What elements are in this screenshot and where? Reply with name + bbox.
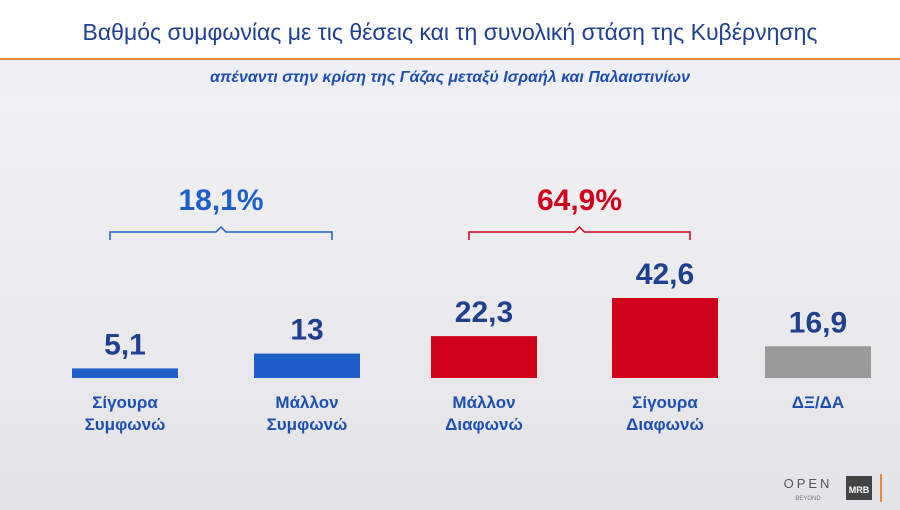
group-label: 64,9% — [537, 184, 622, 217]
bar — [254, 353, 360, 378]
bar — [765, 346, 871, 378]
category-label: Μάλλον Συμφωνώ — [266, 393, 348, 434]
chart-subtitle: απέναντι στην κρίση της Γάζας μεταξύ Ισρ… — [210, 69, 690, 86]
category-label: ΔΞ/ΔΑ — [791, 393, 845, 412]
group-bracket — [468, 225, 691, 240]
value-label: 13 — [290, 314, 323, 347]
value-label: 22,3 — [455, 296, 513, 329]
header-band — [0, 0, 900, 58]
value-label: 42,6 — [636, 258, 694, 291]
logo-box — [846, 476, 872, 500]
logo-line — [880, 474, 882, 502]
bar — [72, 368, 178, 378]
group-bracket — [109, 225, 333, 240]
value-label: 5,1 — [104, 328, 146, 361]
header-line — [0, 58, 900, 60]
group-label: 18,1% — [178, 184, 263, 217]
subtitle-band — [0, 60, 900, 96]
category-label: Σίγουρα Συμφωνώ — [84, 393, 166, 434]
logo: BEYOND — [795, 496, 821, 502]
category-label: Μάλλον Διαφωνώ — [445, 393, 523, 434]
category-label: Σίγουρα Διαφωνώ — [626, 393, 704, 434]
logo: MRB — [849, 485, 870, 495]
chart-title: Βαθμός συμφωνίας με τις θέσεις και τη συ… — [83, 19, 818, 45]
bar — [431, 336, 537, 378]
logo: OPEN — [784, 476, 833, 491]
value-label: 16,9 — [789, 306, 847, 339]
bar — [612, 298, 718, 378]
